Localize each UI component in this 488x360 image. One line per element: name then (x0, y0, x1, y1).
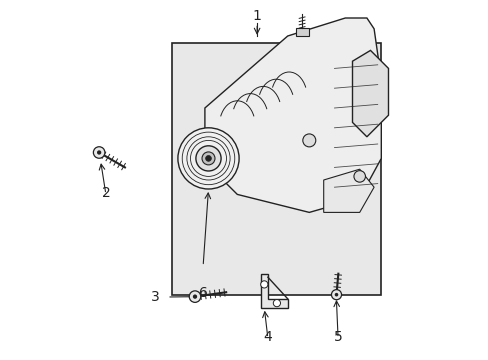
Circle shape (205, 156, 211, 161)
Circle shape (331, 290, 341, 300)
Circle shape (334, 293, 338, 297)
Text: 3: 3 (151, 290, 160, 304)
Circle shape (353, 171, 365, 182)
Circle shape (302, 134, 315, 147)
Text: 6: 6 (198, 286, 207, 300)
Text: 4: 4 (263, 330, 272, 343)
Polygon shape (260, 274, 287, 308)
Text: 5: 5 (333, 330, 342, 343)
Circle shape (93, 147, 105, 158)
Text: 2: 2 (102, 186, 110, 199)
Text: 1: 1 (252, 9, 261, 23)
Polygon shape (352, 50, 387, 137)
Circle shape (178, 128, 239, 189)
Polygon shape (204, 18, 381, 212)
Circle shape (273, 300, 280, 307)
Bar (172, 43, 381, 295)
Circle shape (196, 146, 221, 171)
Circle shape (260, 281, 267, 288)
Bar (295, 28, 308, 36)
Circle shape (97, 150, 101, 155)
Circle shape (189, 291, 201, 302)
Circle shape (202, 152, 215, 165)
Circle shape (192, 294, 197, 299)
Polygon shape (323, 169, 373, 212)
